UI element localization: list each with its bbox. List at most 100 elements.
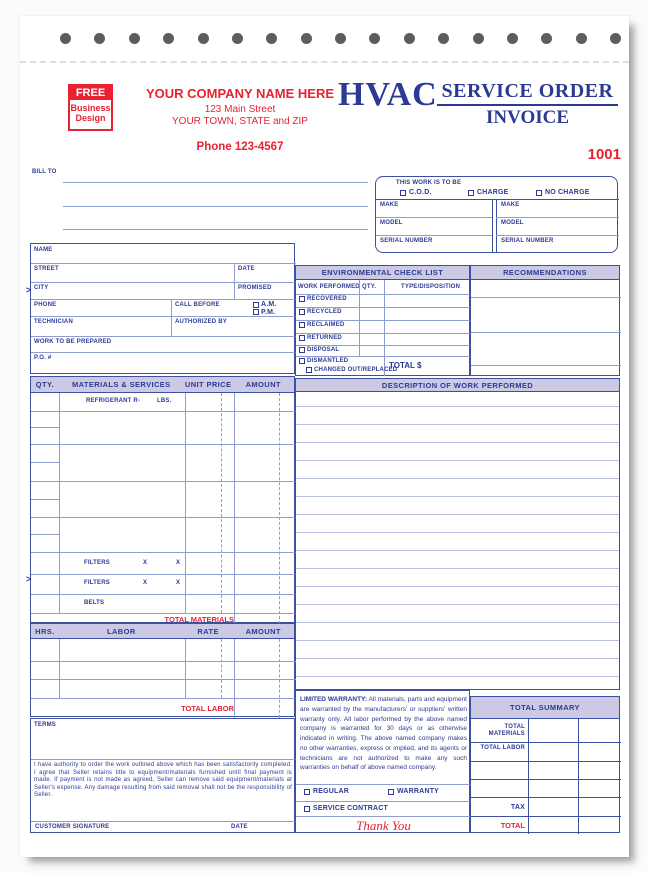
warranty-checkbox[interactable]	[388, 788, 394, 795]
dismantled-checkbox[interactable]	[299, 358, 305, 365]
divider	[31, 594, 296, 595]
regular-option: REGULAR	[304, 788, 349, 795]
pm-label: P.M.	[261, 308, 276, 316]
cod-label: C.O.D.	[409, 189, 432, 196]
reclaimed-checkbox[interactable]	[299, 322, 305, 329]
bill-to-label: BILL TO	[32, 169, 57, 175]
pin-feed-hole	[231, 33, 243, 44]
changed-out-checkbox[interactable]	[306, 367, 312, 374]
changed-out-row: CHANGED OUT/REPLACED	[306, 367, 397, 374]
recommendations-body	[470, 280, 621, 376]
pm-option: P.M.	[253, 309, 275, 316]
regular-checkbox[interactable]	[304, 788, 310, 795]
divider	[296, 333, 471, 334]
divider	[471, 797, 621, 798]
recovered-checkbox[interactable]	[299, 296, 305, 303]
perforation-line	[20, 61, 629, 63]
divider	[359, 280, 360, 356]
pin-feed-hole	[335, 33, 346, 44]
divider	[496, 199, 497, 253]
materials-services-header: MATERIALS & SERVICES	[72, 380, 171, 389]
divider	[496, 217, 619, 218]
charge-label: CHARGE	[477, 189, 509, 196]
filters-label: FILTERS	[84, 580, 110, 586]
customer-signature-label: CUSTOMER SIGNATURE	[35, 824, 110, 830]
divider	[31, 336, 296, 337]
po-number-label: P.O. #	[34, 355, 52, 361]
summary-total-label: TOTAL	[500, 821, 525, 830]
qty-half-line	[31, 462, 59, 463]
serial-number-label: SERIAL NUMBER	[501, 238, 554, 244]
divider	[234, 263, 235, 299]
belts-label: BELTS	[84, 600, 105, 606]
form-title-invoice: INVOICE	[485, 107, 570, 128]
phone-label: PHONE	[34, 302, 57, 308]
refrigerant-label: REFRIGERANT R-	[86, 398, 141, 404]
changed-out-label: CHANGED OUT/REPLACED	[314, 367, 398, 373]
terms-label: TERMS	[34, 722, 56, 728]
recovered-label: RECOVERED	[307, 296, 347, 302]
pin-feed-hole	[541, 33, 553, 44]
qty-half-line	[31, 499, 59, 500]
pin-feed-hole	[575, 33, 587, 44]
date-label: DATE	[238, 266, 255, 272]
charge-option: CHARGE	[468, 189, 509, 196]
service-contract-label: SERVICE CONTRACT	[313, 805, 389, 812]
serial-number-label: SERIAL NUMBER	[380, 238, 433, 244]
form-title-hvac: HVAC	[338, 76, 438, 113]
invoice-number: 1001	[587, 146, 621, 163]
env-total-label: TOTAL $	[389, 361, 422, 370]
x-mark: X	[176, 580, 181, 586]
company-phone: Phone 123-4567	[196, 141, 284, 153]
divider	[31, 481, 296, 482]
recycled-checkbox[interactable]	[299, 309, 305, 316]
bill-to-line	[63, 206, 368, 207]
cod-checkbox[interactable]	[400, 189, 406, 196]
returned-checkbox[interactable]	[299, 335, 305, 342]
divider	[31, 282, 296, 283]
pin-feed-hole	[266, 33, 278, 44]
pin-feed-hole	[472, 33, 484, 44]
warranty-text: LIMITED WARRANTY: All materials, parts a…	[300, 695, 467, 773]
divider	[471, 779, 621, 780]
x-mark: X	[143, 560, 148, 566]
disposal-checkbox[interactable]	[299, 347, 305, 354]
disposal-row: DISPOSAL	[299, 347, 339, 354]
pm-checkbox[interactable]	[253, 309, 259, 315]
service-contract-checkbox[interactable]	[304, 805, 310, 812]
left-pointer: >	[26, 285, 32, 295]
divider	[31, 444, 296, 445]
divider	[31, 411, 296, 412]
recycled-label: RECYCLED	[307, 309, 342, 315]
am-option: A.M.	[253, 301, 277, 308]
materials-header-row: QTY. MATERIALS & SERVICES UNIT PRICE AMO…	[31, 377, 294, 393]
no-charge-label: NO CHARGE	[545, 189, 590, 196]
divider	[384, 280, 385, 376]
reclaimed-row: RECLAIMED	[299, 322, 344, 329]
warranty-box: LIMITED WARRANTY: All materials, parts a…	[295, 690, 471, 833]
divider	[31, 517, 296, 518]
disposal-label: DISPOSAL	[307, 347, 340, 353]
charge-checkbox[interactable]	[468, 189, 474, 196]
company-city-zip: YOUR TOWN, STATE and ZIP	[172, 116, 308, 127]
terms-signature-box: TERMS I have authority to order the work…	[30, 718, 296, 833]
divider	[296, 294, 471, 295]
company-street: 123 Main Street	[204, 104, 276, 115]
pin-feed-hole	[197, 33, 209, 44]
divider	[31, 574, 296, 575]
no-charge-checkbox[interactable]	[536, 189, 542, 196]
environmental-checklist-header: ENVIRONMENTAL CHECK LIST	[295, 265, 470, 280]
divider	[376, 199, 619, 200]
qty-half-line	[31, 427, 59, 428]
street-label: STREET	[34, 266, 59, 272]
am-label: A.M.	[261, 301, 277, 308]
technician-label: TECHNICIAN	[34, 319, 73, 325]
cents-divider	[221, 393, 222, 613]
divider	[296, 320, 471, 321]
divider	[578, 719, 579, 834]
dismantled-row: DISMANTLED	[299, 358, 348, 365]
cents-divider	[221, 639, 222, 698]
am-checkbox[interactable]	[253, 301, 259, 308]
rate-header: RATE	[197, 626, 219, 636]
divider	[31, 759, 296, 760]
